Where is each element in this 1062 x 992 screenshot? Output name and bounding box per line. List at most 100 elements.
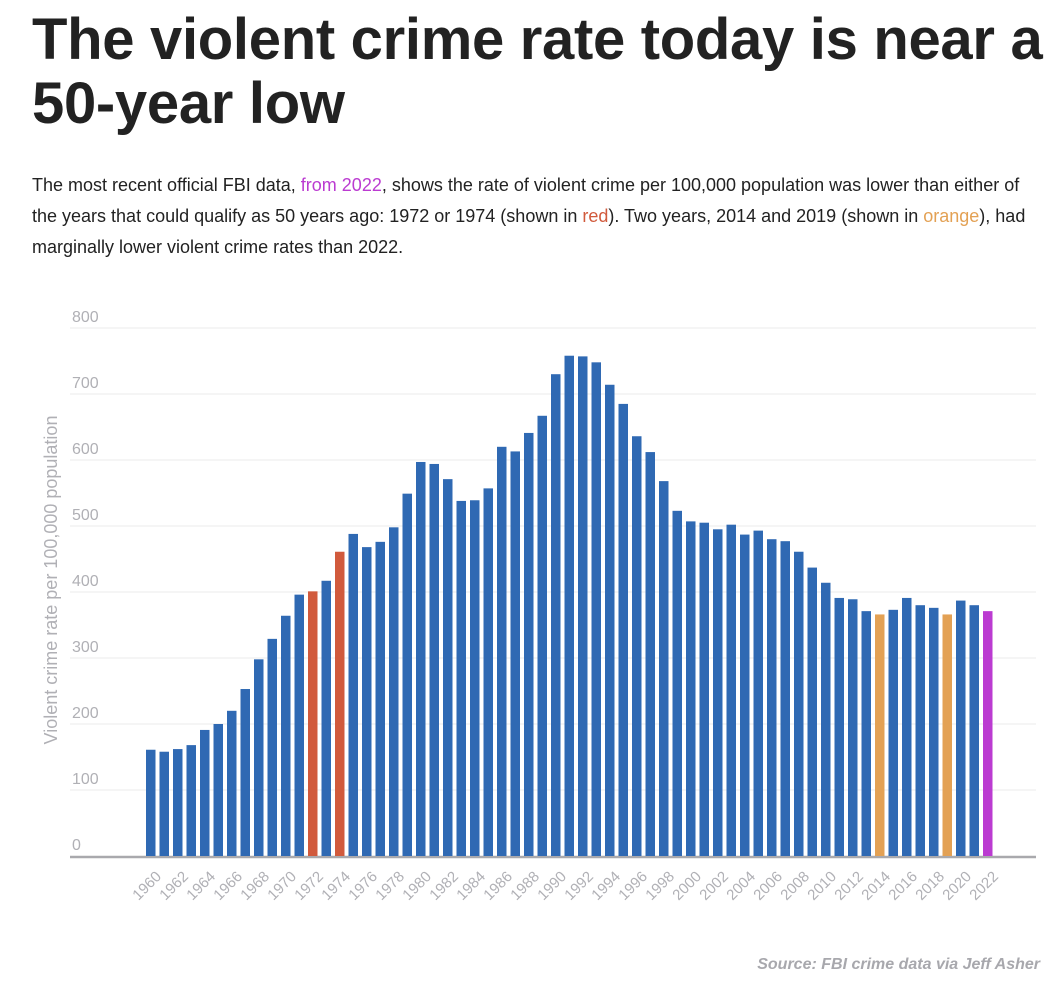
bar-1961[interactable]: 1961: 158: [159, 751, 170, 856]
bar-2001[interactable]: 2001: 505: [699, 522, 710, 856]
bar-2011[interactable]: 2011: 391: [834, 597, 845, 856]
x-tick-label: 2008: [777, 868, 813, 904]
x-tick-label: 1976: [345, 868, 381, 904]
bar-2005[interactable]: 2005: 493: [753, 530, 764, 856]
bar-1977[interactable]: 1977: 476: [375, 541, 386, 856]
chart-description: The most recent official FBI data, from …: [32, 170, 1042, 263]
y-tick-label: 800: [72, 309, 99, 326]
orange-keyword: orange: [923, 206, 980, 226]
bar-1971[interactable]: 1971: 396: [294, 594, 305, 856]
bar-1993[interactable]: 1993: 748: [591, 362, 602, 856]
x-tick-label: 2002: [696, 868, 732, 904]
x-tick-label: 1998: [642, 868, 678, 904]
bar-2019[interactable]: 2019: 366: [942, 614, 953, 856]
bar-1988[interactable]: 1988: 641: [524, 432, 534, 856]
x-tick-label: 2022: [966, 868, 1002, 904]
y-tick-label: 300: [72, 639, 99, 656]
page-title: The violent crime rate today is near a 5…: [32, 7, 1043, 136]
x-tick-label: 2012: [831, 868, 867, 904]
bar-1967[interactable]: 1967: 253: [240, 689, 251, 856]
bar-1997[interactable]: 1997: 612: [645, 452, 656, 856]
x-tick-label: 1984: [453, 868, 489, 904]
bar-1996[interactable]: 1996: 636: [632, 436, 642, 856]
bar-1989[interactable]: 1989: 667: [537, 415, 548, 856]
bar-1965[interactable]: 1965: 200: [213, 724, 224, 856]
bar-1983[interactable]: 1983: 538: [456, 500, 467, 856]
x-tick-label: 2016: [885, 868, 921, 904]
y-tick-label: 400: [72, 573, 99, 590]
bar-1995[interactable]: 1995: 685: [618, 403, 629, 856]
x-tick-label: 1994: [588, 868, 624, 904]
bar-1973[interactable]: 1973: 417: [321, 580, 332, 856]
bar-2007[interactable]: 2007: 477: [780, 541, 791, 856]
x-tick-label: 1990: [534, 868, 570, 904]
x-tick-label: 2010: [804, 868, 840, 904]
bar-1990[interactable]: 1990: 730: [551, 374, 561, 856]
bar-1974[interactable]: 1974: 461: [335, 551, 345, 856]
y-tick-label: 700: [72, 375, 99, 392]
y-tick-label: 100: [72, 771, 99, 788]
bar-1970[interactable]: 1970: 364: [281, 615, 291, 856]
bar-2015[interactable]: 2015: 373: [888, 609, 899, 856]
bar-1987[interactable]: 1987: 613: [510, 451, 521, 856]
y-tick-label: 500: [72, 507, 99, 524]
x-tick-label: 1962: [156, 868, 192, 904]
bar-1963[interactable]: 1963: 168: [186, 745, 197, 856]
bar-1968[interactable]: 1968: 298: [254, 659, 264, 856]
bar-1982[interactable]: 1982: 571: [443, 479, 453, 856]
bar-2018[interactable]: 2018: 376: [929, 607, 939, 856]
from-2022-link[interactable]: from 2022: [300, 175, 382, 195]
bar-2017[interactable]: 2017: 380: [915, 605, 926, 856]
x-tick-label: 1968: [237, 868, 273, 904]
bar-1976[interactable]: 1976: 468: [362, 547, 372, 856]
x-tick-label: 1974: [318, 868, 354, 904]
bar-1972[interactable]: 1972: 401: [308, 591, 318, 856]
x-tick-label: 1996: [615, 868, 651, 904]
bar-1992[interactable]: 1992: 757: [578, 356, 588, 856]
desc-text: ), had marginally lower violent crime ra…: [32, 206, 1026, 257]
bar-2009[interactable]: 2009: 437: [807, 567, 818, 856]
bar-2008[interactable]: 2008: 461: [794, 551, 804, 856]
bar-1984[interactable]: 1984: 539: [470, 500, 480, 856]
bar-2013[interactable]: 2013: 371: [861, 611, 872, 856]
bar-2000[interactable]: 2000: 507: [686, 521, 696, 856]
bar-1991[interactable]: 1991: 758: [564, 355, 575, 856]
desc-text: The most recent official FBI data,: [32, 175, 301, 195]
bar-1980[interactable]: 1980: 597: [416, 461, 426, 856]
bar-1979[interactable]: 1979: 549: [402, 493, 413, 856]
bar-1986[interactable]: 1986: 620: [497, 446, 507, 856]
bar-2022[interactable]: 2022: 371: [983, 611, 993, 856]
bar-1978[interactable]: 1978: 498: [389, 527, 399, 856]
x-tick-label: 2000: [669, 868, 705, 904]
bar-1981[interactable]: 1981: 594: [429, 463, 440, 856]
bar-2014[interactable]: 2014: 366: [875, 614, 885, 856]
x-tick-label: 2020: [939, 868, 975, 904]
y-axis-title: Violent crime rate per 100,000 populatio…: [41, 416, 61, 745]
x-tick-label: 2018: [912, 868, 948, 904]
bar-1962[interactable]: 1962: 162: [173, 749, 183, 856]
desc-text: ). Two years, 2014 and 2019 (shown in: [608, 206, 924, 226]
bar-2004[interactable]: 2004: 487: [740, 534, 750, 856]
bar-2012[interactable]: 2012: 389: [848, 599, 858, 856]
bar-2016[interactable]: 2016: 391: [902, 597, 912, 856]
x-tick-label: 1966: [210, 868, 246, 904]
bar-1969[interactable]: 1969: 329: [267, 638, 278, 856]
bar-2010[interactable]: 2010: 414: [821, 582, 831, 856]
bar-1975[interactable]: 1975: 488: [348, 533, 359, 856]
x-tick-label: 1980: [399, 868, 435, 904]
x-tick-label: 1982: [426, 868, 462, 904]
bar-1966[interactable]: 1966: 220: [227, 710, 237, 856]
bar-1999[interactable]: 1999: 523: [672, 510, 683, 856]
bar-2006[interactable]: 2006: 480: [767, 539, 777, 856]
bar-1985[interactable]: 1985: 557: [483, 488, 494, 856]
bar-1964[interactable]: 1964: 191: [200, 729, 210, 856]
x-tick-label: 1992: [561, 868, 597, 904]
bar-1994[interactable]: 1994: 714: [605, 384, 615, 856]
bar-2021[interactable]: 2021: 380: [969, 605, 980, 856]
bar-2002[interactable]: 2002: 495: [713, 529, 723, 856]
bar-1960[interactable]: 1960: 161: [146, 749, 156, 856]
bar-1998[interactable]: 1998: 568: [659, 481, 669, 856]
bar-2020[interactable]: 2020: 387: [956, 600, 966, 856]
